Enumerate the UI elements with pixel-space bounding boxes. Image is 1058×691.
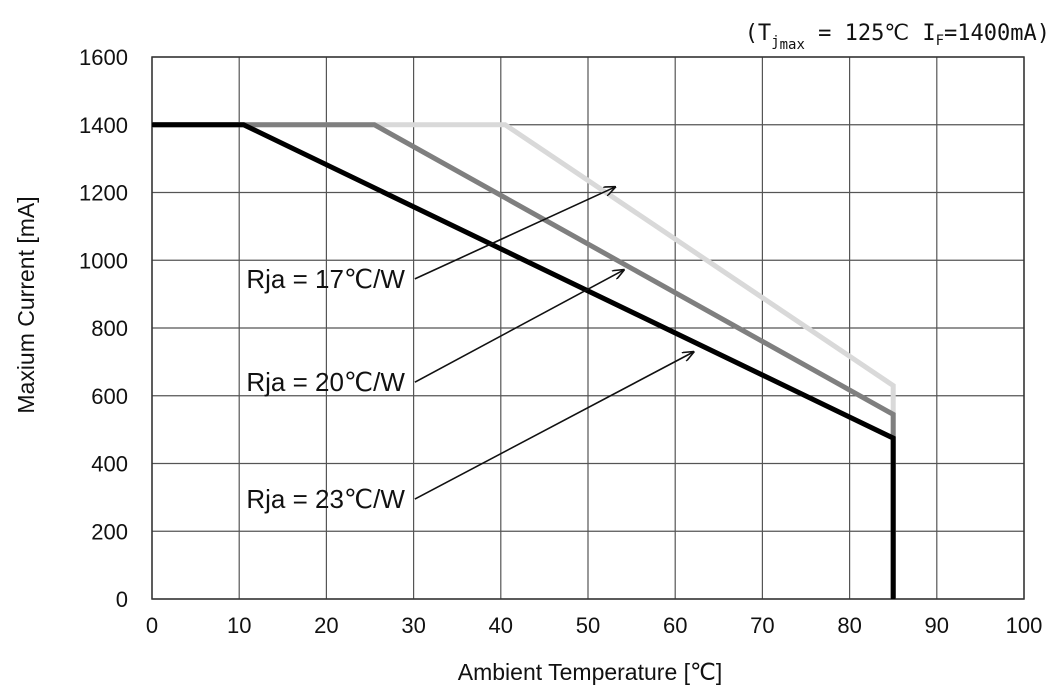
x-axis-label: Ambient Temperature [℃] [458,659,722,685]
series-arrow-2 [414,270,623,383]
plot-frame [151,56,1025,600]
y-tick-label: 1400 [79,113,128,138]
y-tick-label: 1600 [79,45,128,70]
y-tick-label: 1200 [79,181,128,206]
condition-text: (Tjmax = 125℃ IF=1400mA) [745,21,1050,53]
x-tick-label: 80 [837,613,861,638]
series-label-3: Rja = 23℃/W [246,484,405,514]
series-lines [152,122,896,599]
x-tick-label: 90 [925,613,949,638]
series-line-2 [152,122,896,599]
x-tick-label: 20 [314,613,338,638]
condition-note: (Tjmax = 125℃ IF=1400mA) [745,21,1050,53]
series-label-2: Rja = 20℃/W [246,367,405,397]
x-tick-label: 70 [750,613,774,638]
x-tick-labels: 0 10 20 30 40 50 60 70 80 90 100 [146,613,1042,638]
y-tick-label: 1000 [79,248,128,273]
y-tick-label: 400 [91,452,128,477]
y-tick-label: 800 [91,316,128,341]
series-label-1: Rja = 17℃/W [246,264,405,294]
x-tick-label: 10 [227,613,251,638]
y-tick-labels: 0 200 400 600 800 1000 1200 1400 1600 [79,45,128,612]
x-tick-label: 60 [663,613,687,638]
series-line-1 [152,122,896,599]
y-tick-label: 0 [116,587,128,612]
series-annotations: Rja = 17℃/W Rja = 20℃/W Rja = 23℃/W [246,187,692,514]
x-tick-label: 0 [146,613,158,638]
y-axis-label: Maxium Current [mA] [13,196,39,413]
x-tick-label: 30 [401,613,425,638]
x-tick-label: 40 [489,613,513,638]
series-arrow-3 [414,352,693,500]
x-tick-label: 50 [576,613,600,638]
series-arrow-1 [414,187,614,280]
y-tick-label: 600 [91,384,128,409]
x-tick-label: 100 [1006,613,1043,638]
y-tick-label: 200 [91,519,128,544]
series-line-3 [152,122,896,599]
